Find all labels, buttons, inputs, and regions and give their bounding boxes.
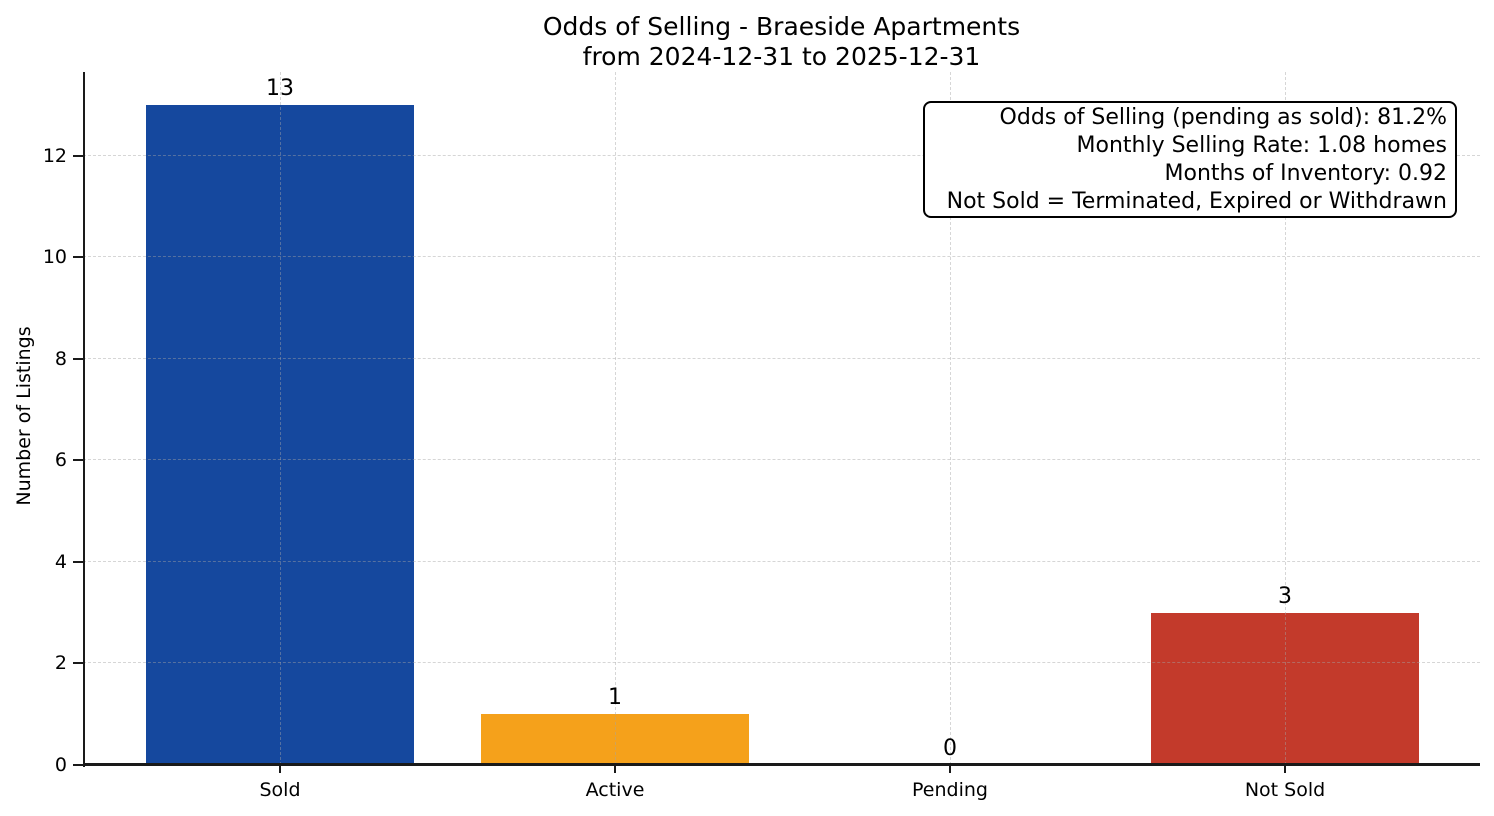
gridline-h-6 xyxy=(83,459,1480,461)
gridline-v-active xyxy=(615,72,616,765)
y-tick-label-2: 2 xyxy=(54,652,67,675)
y-axis-label: Number of Listings xyxy=(13,326,35,506)
y-tick-12 xyxy=(73,154,83,157)
x-tick-label-active: Active xyxy=(585,779,645,801)
y-axis-spine xyxy=(83,72,85,767)
bar-value-label-not-sold: 3 xyxy=(1278,583,1292,609)
y-tick-10 xyxy=(73,256,83,259)
y-tick-8 xyxy=(73,357,83,360)
x-tick-label-sold: Sold xyxy=(259,779,301,801)
y-tick-label-0: 0 xyxy=(54,754,67,776)
annotation-months-of-inventory: Months of Inventory: 0.92 xyxy=(1164,161,1447,186)
chart-title-line2: from 2024-12-31 to 2025-12-31 xyxy=(582,42,981,71)
y-tick-4 xyxy=(73,560,83,563)
y-tick-2 xyxy=(73,662,83,665)
bar-not-sold xyxy=(1151,612,1419,765)
y-tick-label-6: 6 xyxy=(54,449,67,472)
y-tick-label-12: 12 xyxy=(42,144,67,167)
y-tick-label-8: 8 xyxy=(54,347,67,370)
bar-value-label-active: 1 xyxy=(608,685,622,711)
bar-value-label-sold: 13 xyxy=(266,76,294,101)
chart-title-line1: Odds of Selling - Braeside Apartments xyxy=(542,12,1021,41)
x-tick-label-not-sold: Not Sold xyxy=(1244,779,1326,801)
y-tick-label-4: 4 xyxy=(54,550,67,573)
bar-active xyxy=(481,714,749,765)
gridline-h-8 xyxy=(83,357,1480,359)
x-tick-sold xyxy=(279,765,281,773)
y-tick-6 xyxy=(73,459,83,462)
gridline-h-10 xyxy=(83,256,1480,258)
chart-title: Odds of Selling - Braeside Apartments fr… xyxy=(83,12,1480,72)
x-tick-label-pending: Pending xyxy=(912,779,988,801)
bar-value-label-pending: 0 xyxy=(943,736,957,761)
gridline-v-not-sold xyxy=(1285,72,1286,765)
x-tick-not-sold xyxy=(1284,765,1286,773)
bar-sold xyxy=(146,105,414,765)
gridline-h-2 xyxy=(83,662,1480,664)
x-tick-pending xyxy=(949,765,951,773)
y-tick-label-10: 10 xyxy=(42,246,67,269)
gridline-v-pending xyxy=(950,72,951,765)
annotation-not-sold-definition: Not Sold = Terminated, Expired or Withdr… xyxy=(946,189,1447,214)
x-tick-active xyxy=(614,765,616,773)
annotation-odds-of-selling: Odds of Selling (pending as sold): 81.2% xyxy=(999,105,1447,130)
gridline-h-4 xyxy=(83,560,1480,562)
y-tick-0 xyxy=(73,764,83,766)
annotation-box: Odds of Selling (pending as sold): 81.2%… xyxy=(923,101,1457,218)
x-axis-spine xyxy=(83,763,1480,766)
plot-area: Sold 13 Active 1 Pending 0 Not Sold 3 0 2 4 6 8 10 12 xyxy=(43,72,1480,801)
gridline-h-12 xyxy=(83,154,1480,156)
annotation-monthly-selling-rate: Monthly Selling Rate: 1.08 homes xyxy=(1076,133,1447,158)
gridline-v-sold xyxy=(280,72,281,765)
